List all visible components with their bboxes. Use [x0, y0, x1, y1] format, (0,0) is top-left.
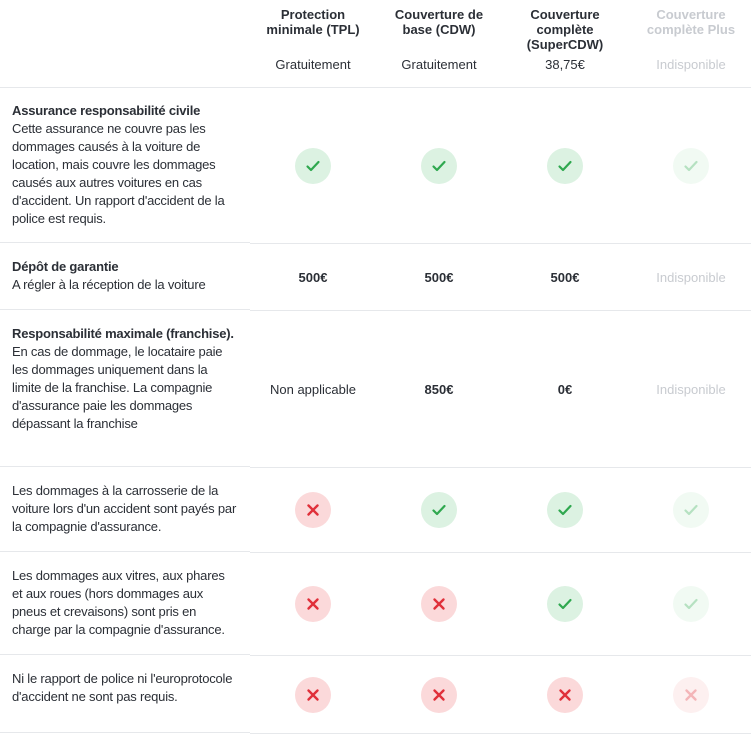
cross-icon	[295, 676, 331, 713]
cross-icon	[421, 586, 457, 622]
row-1-col-2-cell: 500€	[502, 244, 628, 311]
row-1-col-0-cell: 500€	[250, 244, 376, 311]
check-icon	[547, 586, 583, 622]
row-description: Les dommages aux vitres, aux phares et a…	[12, 567, 238, 639]
cross-icon	[421, 676, 457, 713]
column-title: Couverture complète (SuperCDW)	[526, 7, 604, 52]
row-0-col-3-cell	[628, 88, 751, 244]
row-text: En cas de dommage, le locataire paie les…	[12, 344, 223, 431]
check-icon	[673, 147, 709, 184]
row-4-col-2-cell	[502, 553, 628, 656]
check-icon	[673, 586, 709, 622]
row-1-col-1-cell: 500€	[376, 244, 502, 311]
check-icon	[421, 147, 457, 184]
row-3-col-1-cell	[376, 468, 502, 553]
check-icon	[547, 492, 583, 528]
row-label: Assurance responsabilité civile Cette ass…	[0, 88, 250, 243]
row-text: Les dommages aux vitres, aux phares et a…	[12, 568, 225, 637]
row-description: Responsabilité maximale (franchise). En …	[12, 325, 238, 433]
column-title: Protection minimale (TPL)	[266, 7, 360, 37]
row-label: Ni le rapport de police ni l'europrotoco…	[0, 656, 250, 733]
row-title: Assurance responsabilité civile	[12, 103, 201, 118]
row-3-col-0-cell	[250, 468, 376, 553]
row-2-col-0-cell: Non applicable	[250, 311, 376, 468]
row-label: Les dommages à la carrosserie de la voit…	[0, 468, 250, 552]
row-0-col-2-cell	[502, 88, 628, 244]
column-price: Gratuitement	[275, 57, 351, 72]
row-5-col-0-cell	[250, 656, 376, 734]
cross-icon	[295, 492, 331, 528]
row-4-col-0-cell	[250, 553, 376, 656]
row-3-col-2-cell	[502, 468, 628, 553]
row-description: Les dommages à la carrosserie de la voit…	[12, 482, 238, 536]
cell-value: Indisponible	[656, 269, 726, 285]
row-0-col-1-cell	[376, 88, 502, 244]
row-4-col-3-cell	[628, 553, 751, 656]
row-description: Dépôt de garantie A régler à la réception…	[12, 258, 206, 294]
column-price: 38,75€	[545, 57, 585, 72]
column-price: Indisponible	[656, 57, 726, 72]
row-description: Assurance responsabilité civile Cette ass…	[12, 102, 238, 228]
column-header-supercdw: Couverture complète (SuperCDW) 38,75€	[502, 0, 628, 88]
cell-value: Indisponible	[656, 381, 726, 397]
cell-value: 500€	[298, 269, 328, 285]
column-header-plus: Couverture complète Plus Indisponible	[628, 0, 751, 88]
cell-value: 500€	[550, 269, 580, 285]
check-icon	[673, 492, 709, 528]
row-0-col-0-cell	[250, 88, 376, 244]
column-title: Couverture de base (CDW)	[394, 7, 484, 37]
cell-value: Non applicable	[269, 381, 356, 397]
row-4-col-1-cell	[376, 553, 502, 656]
row-1-col-3-cell: Indisponible	[628, 244, 751, 311]
column-header-cdw: Couverture de base (CDW) Gratuitement	[376, 0, 502, 88]
row-2-col-3-cell: Indisponible	[628, 311, 751, 468]
cell-value: 850€	[424, 381, 454, 397]
column-price: Gratuitement	[401, 57, 477, 72]
column-title: Couverture complète Plus	[646, 7, 736, 37]
cell-value: 0€	[557, 381, 573, 397]
row-label: Dépôt de garantie A régler à la réception…	[0, 244, 250, 310]
row-5-col-3-cell	[628, 656, 751, 734]
cross-icon	[547, 676, 583, 713]
check-icon	[421, 492, 457, 528]
row-text: A régler à la réception de la voiture	[12, 277, 206, 292]
cross-icon	[295, 586, 331, 622]
column-header-tpl: Protection minimale (TPL) Gratuitement	[250, 0, 376, 88]
row-title: Responsabilité maximale (franchise).	[12, 326, 234, 341]
row-text: Les dommages à la carrosserie de la voit…	[12, 483, 237, 534]
row-5-col-2-cell	[502, 656, 628, 734]
row-label: Responsabilité maximale (franchise). En …	[0, 311, 250, 467]
header-empty	[0, 0, 250, 88]
row-label: Les dommages aux vitres, aux phares et a…	[0, 553, 250, 655]
row-2-col-2-cell: 0€	[502, 311, 628, 468]
row-5-col-1-cell	[376, 656, 502, 734]
row-2-col-1-cell: 850€	[376, 311, 502, 468]
row-text: Cette assurance ne couvre pas les dommag…	[12, 121, 225, 226]
row-description: Ni le rapport de police ni l'europrotoco…	[12, 670, 238, 706]
check-icon	[547, 147, 583, 184]
row-title: Dépôt de garantie	[12, 259, 119, 274]
row-3-col-3-cell	[628, 468, 751, 553]
check-icon	[295, 147, 331, 184]
row-text: Ni le rapport de police ni l'europrotoco…	[12, 671, 233, 704]
cross-icon	[673, 676, 709, 713]
cell-value: 500€	[424, 269, 454, 285]
